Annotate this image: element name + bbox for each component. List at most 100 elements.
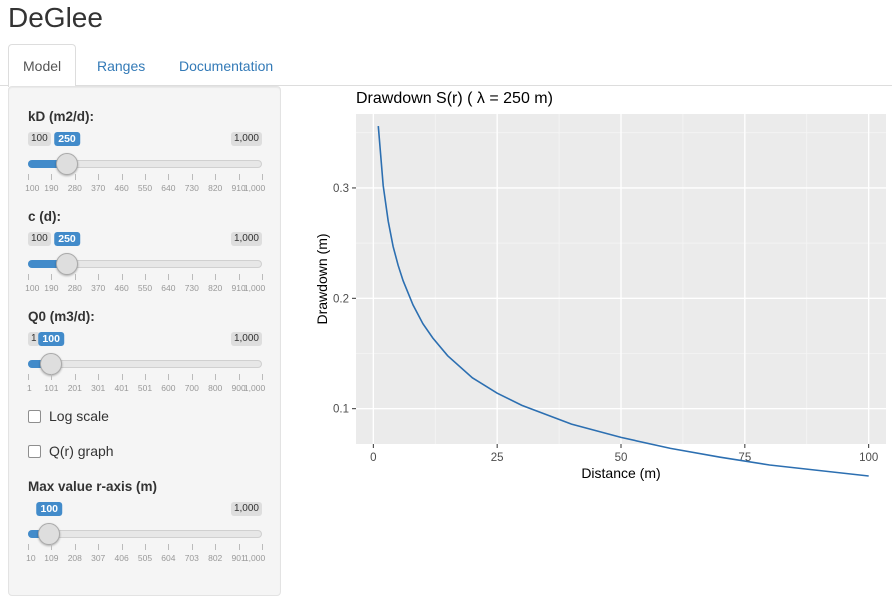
q0-label: Q0 (m3/d):	[28, 309, 95, 324]
slider-max-label: 1,000	[230, 132, 262, 146]
slider-tick	[191, 544, 193, 550]
slider-fill	[28, 360, 52, 368]
slider-tick-label: 640	[161, 183, 176, 193]
slider-tick	[238, 374, 240, 380]
slider-tick	[28, 174, 29, 180]
kd-label: kD (m2/d):	[28, 109, 95, 124]
slider-tick	[98, 374, 100, 380]
slider-tick-label: 1,000	[243, 383, 266, 393]
slider-tick-label: 460	[114, 183, 129, 193]
slider-handle[interactable]	[38, 523, 61, 545]
slider-min-label: 100	[28, 132, 51, 146]
slider-tick-label: 109	[44, 553, 59, 563]
slider-tick-label: 1	[27, 383, 32, 393]
slider-ticks	[28, 174, 263, 182]
x-tick-label: 100	[859, 452, 878, 464]
slider-tick-label: 900	[231, 383, 246, 393]
slider-min-label: 1	[28, 332, 40, 346]
slider-tick	[168, 274, 170, 280]
tab-model[interactable]: Model	[8, 44, 77, 87]
slider-tick-label: 700	[184, 383, 199, 393]
slider-tick	[191, 374, 193, 380]
slider-tick	[51, 544, 53, 550]
slider-tick-label: 730	[184, 183, 199, 193]
slider-tick	[215, 274, 217, 280]
slider-tick	[238, 174, 240, 180]
c-slider[interactable]: 100 1,000 250 100 190 280 370 460 550 640 730 820 91…	[25, 232, 266, 302]
slider-tick-label: 406	[114, 553, 129, 563]
log-scale-label: Log scale	[49, 408, 109, 424]
slider-tick	[191, 274, 193, 280]
slider-handle[interactable]	[40, 353, 63, 375]
slider-tick	[28, 274, 29, 280]
slider-tick	[168, 544, 170, 550]
slider-tick-labels: 100 190 280 370 460 550 640 730 820 910 1,000	[25, 183, 266, 195]
slider-tick-label: 201	[67, 383, 82, 393]
slider-tick	[121, 274, 123, 280]
kd-slider[interactable]: 100 1,000 250 100 190 280 370 460 550 640 730 820 91…	[25, 132, 266, 202]
slider-tick	[51, 274, 53, 280]
slider-tick-label: 910	[231, 183, 246, 193]
slider-tick-label: 100	[25, 283, 40, 293]
slider-tick-label: 802	[208, 553, 223, 563]
tab-bar: Model Ranges Documentation	[0, 44, 892, 87]
slider-tick	[262, 274, 263, 280]
y-tick-label: 0.1	[333, 404, 349, 416]
slider-tick-label: 550	[137, 283, 153, 293]
slider-max-label: 1,000	[230, 232, 262, 246]
chart-title: Drawdown S(r) ( λ = 250 m)	[356, 90, 553, 107]
slider-tick-label: 730	[184, 283, 199, 293]
slider-fill	[28, 260, 67, 268]
x-axis-title: Distance (m)	[581, 465, 660, 481]
slider-tick-label: 550	[137, 183, 153, 193]
slider-tick	[51, 174, 53, 180]
slider-tick-label: 600	[161, 383, 176, 393]
slider-max-label: 1,000	[230, 502, 262, 516]
y-axis-title: Drawdown (m)	[314, 233, 330, 324]
slider-tick-label: 604	[161, 553, 176, 563]
slider-tick	[145, 374, 146, 380]
q0-slider[interactable]: 1 1,000 100 1 101 201 301 401 501 600 700 800 900 1,0…	[27, 332, 266, 402]
slider-tick-label: 370	[91, 283, 106, 293]
x-tick-label: 25	[491, 452, 504, 464]
slider-tick-label: 190	[44, 183, 59, 193]
qr-graph-checkbox[interactable]	[28, 445, 41, 458]
slider-tick-label: 1,000	[243, 183, 266, 193]
slider-tick-label: 800	[208, 383, 223, 393]
max-r-slider[interactable]: 1,000 100 10 109 208 307 406 505 604 703 802 901 1,0…	[26, 502, 265, 572]
tab-ranges[interactable]: Ranges	[97, 58, 146, 74]
slider-tick	[74, 274, 76, 280]
slider-tick-label: 505	[137, 553, 153, 563]
slider-tick	[98, 274, 100, 280]
slider-tick	[74, 544, 76, 550]
slider-track[interactable]	[28, 360, 262, 368]
slider-tick	[74, 374, 76, 380]
slider-tick	[121, 544, 123, 550]
x-tick-label: 0	[370, 452, 376, 464]
slider-track[interactable]	[28, 530, 262, 538]
slider-tick-labels: 100 190 280 370 460 550 640 730 820 910 1,000	[25, 283, 266, 295]
slider-tick	[238, 274, 240, 280]
slider-min-label: 100	[28, 232, 51, 246]
y-tick-label: 0.2	[333, 293, 349, 305]
slider-handle[interactable]	[56, 153, 78, 175]
log-scale-checkbox[interactable]	[28, 410, 41, 423]
slider-tick-label: 640	[161, 283, 176, 293]
slider-value-label: 100	[38, 332, 64, 346]
slider-tick-label: 370	[91, 183, 106, 193]
slider-tick-label: 1,000	[243, 283, 266, 293]
slider-tick-label: 101	[44, 383, 59, 393]
slider-tick	[28, 544, 29, 550]
slider-tick	[98, 544, 100, 550]
tab-documentation[interactable]: Documentation	[179, 58, 274, 74]
slider-tick-label: 10	[26, 553, 36, 563]
sidebar-panel: kD (m2/d): 100 1,000 250 100 190 280 370 460 550…	[8, 86, 281, 596]
slider-tick-label: 100	[25, 183, 40, 193]
slider-tick-label: 280	[67, 183, 82, 193]
slider-ticks	[28, 274, 263, 282]
slider-tick-labels: 10 109 208 307 406 505 604 703 802 901 1,000	[26, 553, 265, 565]
qr-graph-label: Q(r) graph	[49, 443, 114, 459]
slider-tick	[145, 174, 146, 180]
slider-handle[interactable]	[56, 253, 78, 275]
drawdown-line	[377, 126, 869, 477]
